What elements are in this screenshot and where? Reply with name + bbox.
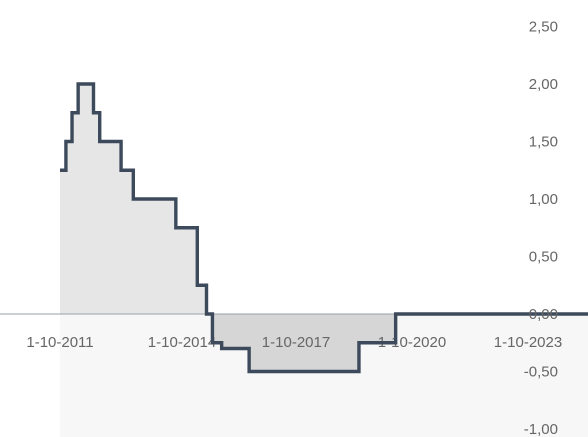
- x-tick-label: 1-10-2017: [262, 334, 330, 351]
- y-tick-label: 2,50: [529, 19, 558, 36]
- y-tick-label: 0,00: [529, 306, 558, 323]
- x-tick-label: 1-10-2014: [148, 334, 216, 351]
- area-fill-positive: [60, 84, 588, 314]
- y-tick-label: 0,50: [529, 249, 558, 266]
- x-tick-label: 1-10-2011: [26, 334, 93, 351]
- x-tick-label: 1-10-2023: [494, 334, 562, 351]
- y-tick-label: -0,50: [524, 364, 558, 381]
- y-tick-label: 1,00: [529, 191, 558, 208]
- y-tick-label: -1,00: [524, 421, 558, 437]
- y-tick-label: 2,00: [529, 76, 558, 93]
- area-fill-negative: [60, 314, 588, 372]
- y-tick-label: 1,50: [529, 134, 558, 151]
- series-line: [60, 82, 588, 374]
